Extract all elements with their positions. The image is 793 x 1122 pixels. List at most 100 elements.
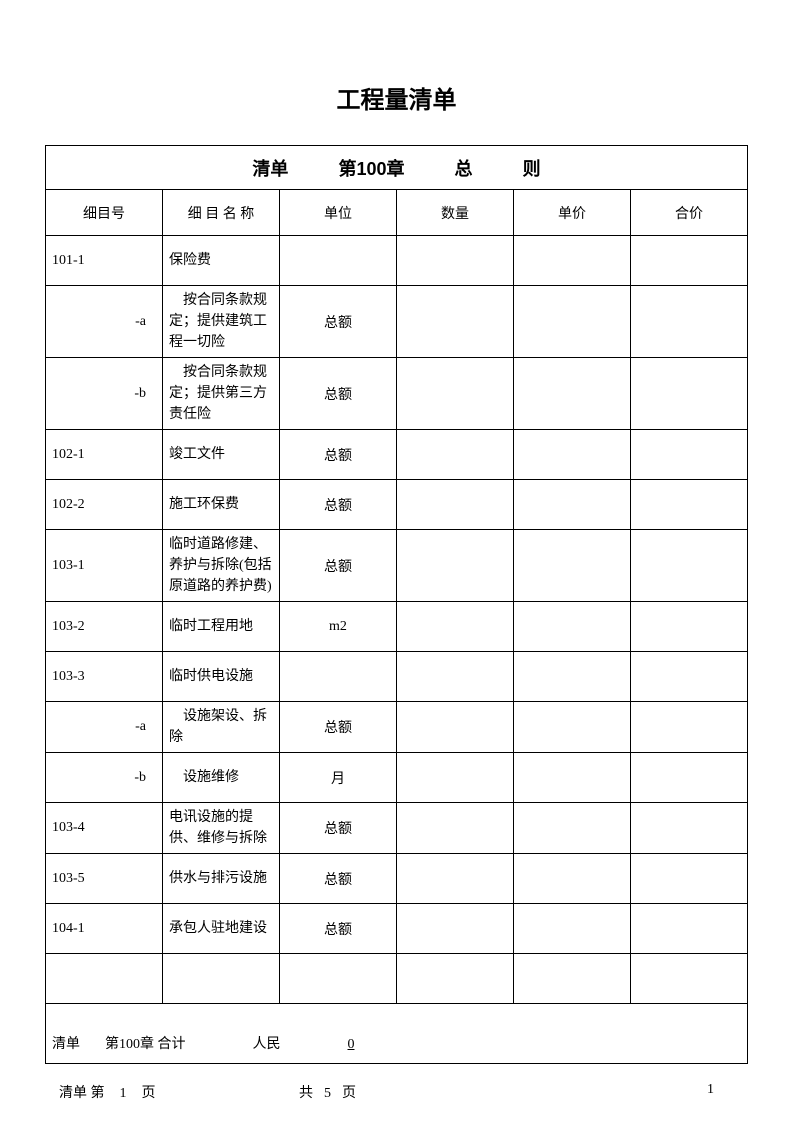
- cell-total: [631, 954, 748, 1004]
- cell-name: [163, 954, 280, 1004]
- cell-name: 临时工程用地: [163, 602, 280, 652]
- col-header-total: 合价: [631, 190, 748, 236]
- subtotal-cell: 清单 第100章 合计 人民 0: [46, 1004, 748, 1064]
- column-header-row: 细目号 细 目 名 称 单位 数量 单价 合价: [46, 190, 748, 236]
- cell-qty: [397, 954, 514, 1004]
- cell-total: [631, 803, 748, 854]
- cell-id: 102-1: [46, 430, 163, 480]
- cell-price: [514, 286, 631, 358]
- cell-qty: [397, 530, 514, 602]
- footer-left-suffix: 页: [142, 1086, 156, 1101]
- cell-price: [514, 753, 631, 803]
- footer-mid-suffix: 页: [342, 1086, 356, 1101]
- subtotal-currency: 人民: [253, 1037, 281, 1052]
- cell-price: [514, 904, 631, 954]
- cell-price: [514, 358, 631, 430]
- cell-qty: [397, 602, 514, 652]
- cell-qty: [397, 702, 514, 753]
- cell-price: [514, 652, 631, 702]
- cell-unit: 总额: [280, 702, 397, 753]
- subtotal-value: 0: [348, 1037, 355, 1052]
- cell-id: 103-1: [46, 530, 163, 602]
- cell-qty: [397, 236, 514, 286]
- cell-total: [631, 854, 748, 904]
- cell-price: [514, 702, 631, 753]
- cell-unit: 总额: [280, 480, 397, 530]
- cell-name: 电讯设施的提供、维修与拆除: [163, 803, 280, 854]
- cell-unit: [280, 652, 397, 702]
- cell-qty: [397, 753, 514, 803]
- cell-total: [631, 286, 748, 358]
- cell-id: [46, 954, 163, 1004]
- cell-name: 施工环保费: [163, 480, 280, 530]
- document-title: 工程量清单: [45, 80, 748, 115]
- table-row: 102-2施工环保费总额: [46, 480, 748, 530]
- cell-id: 103-4: [46, 803, 163, 854]
- footer-right: 1: [707, 1082, 714, 1097]
- subtotal-chapter: 第100章 合计: [105, 1037, 186, 1052]
- cell-price: [514, 480, 631, 530]
- cell-price: [514, 954, 631, 1004]
- cell-total: [631, 530, 748, 602]
- footer-mid-page: 5: [324, 1086, 331, 1101]
- chapter-word2: 则: [523, 155, 541, 181]
- cell-qty: [397, 904, 514, 954]
- cell-total: [631, 236, 748, 286]
- cell-unit: [280, 954, 397, 1004]
- cell-price: [514, 602, 631, 652]
- cell-unit: 总额: [280, 286, 397, 358]
- cell-name: 保险费: [163, 236, 280, 286]
- col-header-id: 细目号: [46, 190, 163, 236]
- cell-qty: [397, 286, 514, 358]
- cell-unit: 总额: [280, 530, 397, 602]
- cell-qty: [397, 480, 514, 530]
- cell-name: 临时供电设施: [163, 652, 280, 702]
- cell-id: -a: [46, 286, 163, 358]
- table-row: 103-2临时工程用地m2: [46, 602, 748, 652]
- cell-id: 102-2: [46, 480, 163, 530]
- cell-price: [514, 430, 631, 480]
- chapter-word1: 总: [455, 155, 473, 181]
- cell-name: 临时道路修建、养护与拆除(包括原道路的养护费): [163, 530, 280, 602]
- cell-total: [631, 602, 748, 652]
- cell-name: 按合同条款规定；提供第三方责任险: [163, 358, 280, 430]
- cell-name: 设施架设、拆除: [163, 702, 280, 753]
- cell-id: -a: [46, 702, 163, 753]
- footer-left-page: 1: [120, 1086, 127, 1101]
- table-row: -a 按合同条款规定；提供建筑工程一切险总额: [46, 286, 748, 358]
- col-header-name: 细 目 名 称: [163, 190, 280, 236]
- cell-id: 103-5: [46, 854, 163, 904]
- cell-unit: [280, 236, 397, 286]
- cell-total: [631, 904, 748, 954]
- cell-qty: [397, 652, 514, 702]
- cell-name: 供水与排污设施: [163, 854, 280, 904]
- table-row: 103-1临时道路修建、养护与拆除(包括原道路的养护费)总额: [46, 530, 748, 602]
- cell-unit: 总额: [280, 803, 397, 854]
- cell-total: [631, 358, 748, 430]
- cell-name: 按合同条款规定；提供建筑工程一切险: [163, 286, 280, 358]
- cell-price: [514, 530, 631, 602]
- bill-table: 清单 第100章 总 则 细目号 细 目 名 称 单位 数量 单价 合价 101…: [45, 145, 748, 1064]
- cell-name: 承包人驻地建设: [163, 904, 280, 954]
- cell-unit: 总额: [280, 904, 397, 954]
- table-row: [46, 954, 748, 1004]
- table-row: 103-4电讯设施的提供、维修与拆除总额: [46, 803, 748, 854]
- table-row: 102-1竣工文件总额: [46, 430, 748, 480]
- cell-unit: 总额: [280, 854, 397, 904]
- cell-total: [631, 480, 748, 530]
- cell-qty: [397, 430, 514, 480]
- table-row: -b 按合同条款规定；提供第三方责任险总额: [46, 358, 748, 430]
- col-header-qty: 数量: [397, 190, 514, 236]
- cell-id: -b: [46, 358, 163, 430]
- cell-total: [631, 652, 748, 702]
- subtotal-prefix: 清单: [52, 1037, 80, 1052]
- cell-qty: [397, 358, 514, 430]
- cell-id: 103-2: [46, 602, 163, 652]
- cell-price: [514, 854, 631, 904]
- table-row: 103-5供水与排污设施总额: [46, 854, 748, 904]
- cell-total: [631, 702, 748, 753]
- table-row: 103-3临时供电设施: [46, 652, 748, 702]
- col-header-unit: 单位: [280, 190, 397, 236]
- table-row: -b 设施维修月: [46, 753, 748, 803]
- cell-unit: 总额: [280, 430, 397, 480]
